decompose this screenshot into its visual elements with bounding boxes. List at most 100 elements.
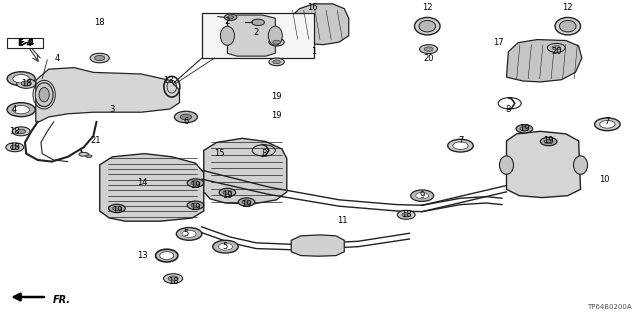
Polygon shape xyxy=(291,235,344,256)
Circle shape xyxy=(13,106,29,114)
Circle shape xyxy=(273,60,280,64)
Ellipse shape xyxy=(419,20,436,32)
Circle shape xyxy=(7,103,35,117)
Circle shape xyxy=(223,190,232,195)
Circle shape xyxy=(95,55,105,60)
Text: 13: 13 xyxy=(137,251,148,260)
Text: 2: 2 xyxy=(225,17,230,26)
Text: 7: 7 xyxy=(605,117,610,126)
Text: 3: 3 xyxy=(110,105,115,114)
Ellipse shape xyxy=(220,26,234,45)
Circle shape xyxy=(191,203,200,207)
Text: 18: 18 xyxy=(10,143,20,152)
Circle shape xyxy=(516,124,532,133)
Circle shape xyxy=(21,81,31,86)
Text: 11: 11 xyxy=(337,216,348,225)
Text: E-4: E-4 xyxy=(18,38,35,47)
FancyBboxPatch shape xyxy=(202,13,314,58)
Text: 13: 13 xyxy=(163,76,173,85)
Circle shape xyxy=(416,193,429,199)
Ellipse shape xyxy=(499,156,513,174)
Circle shape xyxy=(227,16,234,19)
Circle shape xyxy=(424,47,433,51)
Ellipse shape xyxy=(555,17,580,35)
Text: 19: 19 xyxy=(111,206,122,215)
Ellipse shape xyxy=(39,87,49,102)
Circle shape xyxy=(238,198,255,206)
Text: 16: 16 xyxy=(307,3,317,12)
Circle shape xyxy=(17,129,26,133)
Circle shape xyxy=(595,118,620,131)
Polygon shape xyxy=(100,154,204,221)
Circle shape xyxy=(453,142,468,149)
Text: 20: 20 xyxy=(551,47,561,56)
Text: 21: 21 xyxy=(90,136,100,145)
Circle shape xyxy=(7,72,35,86)
Text: 12: 12 xyxy=(422,3,433,12)
Text: 5: 5 xyxy=(183,229,189,238)
Text: 18: 18 xyxy=(401,210,412,219)
Circle shape xyxy=(191,181,200,185)
Circle shape xyxy=(552,46,561,50)
FancyBboxPatch shape xyxy=(7,38,43,49)
Circle shape xyxy=(520,126,529,131)
Circle shape xyxy=(420,45,438,53)
Circle shape xyxy=(273,40,280,44)
Circle shape xyxy=(218,243,232,250)
Text: 19: 19 xyxy=(271,111,282,120)
Text: 18: 18 xyxy=(168,276,179,285)
Ellipse shape xyxy=(35,83,53,107)
Ellipse shape xyxy=(79,152,88,156)
Text: 5: 5 xyxy=(223,242,228,251)
Circle shape xyxy=(402,212,411,217)
Text: FR.: FR. xyxy=(53,294,71,305)
Circle shape xyxy=(224,14,237,20)
Text: 18: 18 xyxy=(10,127,20,136)
Ellipse shape xyxy=(86,155,92,157)
Circle shape xyxy=(544,139,553,144)
Circle shape xyxy=(411,190,434,201)
Text: 17: 17 xyxy=(493,38,504,47)
Circle shape xyxy=(12,127,30,136)
Polygon shape xyxy=(204,138,287,204)
Text: E-4: E-4 xyxy=(17,39,33,48)
Text: 19: 19 xyxy=(271,92,282,101)
Ellipse shape xyxy=(415,17,440,35)
Circle shape xyxy=(212,240,238,253)
Circle shape xyxy=(90,53,109,63)
Text: 19: 19 xyxy=(241,200,252,209)
Text: 20: 20 xyxy=(423,53,434,62)
Ellipse shape xyxy=(160,252,173,260)
Circle shape xyxy=(182,230,196,237)
Text: 8: 8 xyxy=(261,149,266,158)
Ellipse shape xyxy=(268,26,282,45)
Ellipse shape xyxy=(573,156,588,174)
Circle shape xyxy=(269,58,284,66)
Circle shape xyxy=(113,206,122,211)
Text: 4: 4 xyxy=(12,105,17,114)
Circle shape xyxy=(219,188,236,197)
Circle shape xyxy=(17,79,36,88)
Text: 4: 4 xyxy=(54,53,60,62)
Text: 12: 12 xyxy=(563,3,573,12)
Circle shape xyxy=(269,38,284,46)
Circle shape xyxy=(448,139,473,152)
Circle shape xyxy=(600,121,615,128)
Circle shape xyxy=(187,201,204,209)
Text: 7: 7 xyxy=(458,136,463,145)
Circle shape xyxy=(252,19,264,26)
Circle shape xyxy=(6,143,24,152)
Circle shape xyxy=(540,137,557,146)
Circle shape xyxy=(187,179,204,187)
Circle shape xyxy=(164,274,182,283)
Circle shape xyxy=(547,44,565,52)
Circle shape xyxy=(180,114,191,120)
Text: 10: 10 xyxy=(599,175,609,184)
Ellipse shape xyxy=(559,20,576,32)
Polygon shape xyxy=(506,40,582,82)
Text: 19: 19 xyxy=(543,136,554,145)
Polygon shape xyxy=(506,131,580,197)
Circle shape xyxy=(10,145,19,149)
Circle shape xyxy=(397,210,415,219)
Circle shape xyxy=(174,111,197,123)
